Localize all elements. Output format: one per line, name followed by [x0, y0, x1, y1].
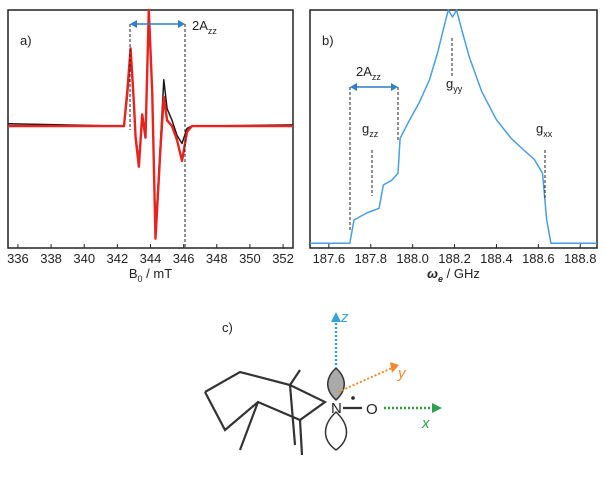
- x-tick-label: 187.8: [354, 251, 387, 266]
- annotation-sub: yy: [453, 84, 463, 94]
- x-tick-label: 336: [7, 251, 29, 266]
- x-tick-label: 188.0: [396, 251, 429, 266]
- chart-panel: 187.6 187.8 188.0 188.2 188.4 188.6 188.8 ωe / …: [309, 9, 598, 284]
- x-label-part: / mT: [143, 266, 173, 281]
- x-tick-label: 346: [173, 251, 195, 266]
- plot-frame: [309, 9, 598, 249]
- arrowhead: [130, 20, 137, 28]
- x-axis-label: ωe / GHz: [427, 266, 480, 284]
- radical-dot: [351, 396, 355, 400]
- x-tick-label: 348: [206, 251, 228, 266]
- annotation-text: g: [446, 76, 453, 91]
- annotation-text: g: [536, 121, 543, 136]
- molecule-diagram: c) z y x N O: [204, 309, 442, 456]
- atom-label: N: [331, 400, 342, 417]
- x-tick-label: 338: [40, 251, 62, 266]
- annotation: gxx: [536, 121, 553, 139]
- x-label-part: ω: [427, 266, 438, 281]
- x-axis-label: B0 / mT: [129, 266, 172, 284]
- annotation-sub: xx: [543, 129, 553, 139]
- ring: [204, 369, 362, 456]
- x-tick-label: 188.4: [480, 251, 513, 266]
- x-tick-label: 187.6: [313, 251, 346, 266]
- panel-label: a): [20, 33, 32, 48]
- x-label-part: e: [438, 274, 443, 284]
- annotation-sub: zz: [369, 129, 379, 139]
- annotation-sub: zz: [208, 26, 218, 36]
- x-label-part: B: [129, 266, 138, 281]
- axis-label: x: [421, 415, 430, 432]
- arrowhead: [391, 83, 398, 91]
- arrowhead: [178, 20, 185, 28]
- arrowhead: [390, 362, 399, 373]
- annotation-text: 2A: [356, 64, 372, 79]
- axis-label: y: [397, 365, 407, 382]
- orbital-lobe: [324, 410, 348, 451]
- annotation: 2Azz: [356, 64, 381, 82]
- arrowhead: [432, 403, 442, 413]
- x-tick-label: 350: [239, 251, 261, 266]
- annotation: gzz: [362, 121, 379, 139]
- x-tick-label: 188.6: [522, 251, 555, 266]
- spectrum-line: [8, 8, 293, 240]
- x-tick-label: 342: [107, 251, 129, 266]
- x-tick-label: 340: [73, 251, 95, 266]
- annotation: 2Azz: [192, 18, 217, 36]
- x-label-part: / GHz: [443, 266, 480, 281]
- x-label-part: 0: [138, 274, 143, 284]
- x-tick-label: 344: [140, 251, 162, 266]
- chart-panel: 336 338 340 342 344 346 348 350 352 B0 / mT a) 2Azz: [7, 8, 294, 284]
- axis-label: z: [340, 309, 349, 326]
- arrowhead: [350, 83, 357, 91]
- y-axis: [337, 367, 393, 393]
- panel-label: c): [222, 320, 233, 335]
- annotation-text: 2A: [192, 18, 208, 33]
- x-tick-label: 188.8: [564, 251, 597, 266]
- arrowhead: [331, 312, 341, 322]
- panel-label: b): [322, 33, 334, 48]
- annotation-sub: zz: [372, 72, 382, 82]
- orbital-lobe: [327, 366, 345, 402]
- annotation: gyy: [446, 76, 463, 94]
- x-tick-label: 352: [272, 251, 294, 266]
- atom-label: O: [366, 401, 378, 418]
- spectrum-line: [310, 9, 597, 245]
- x-tick-label: 188.2: [438, 251, 471, 266]
- annotation-text: g: [362, 121, 369, 136]
